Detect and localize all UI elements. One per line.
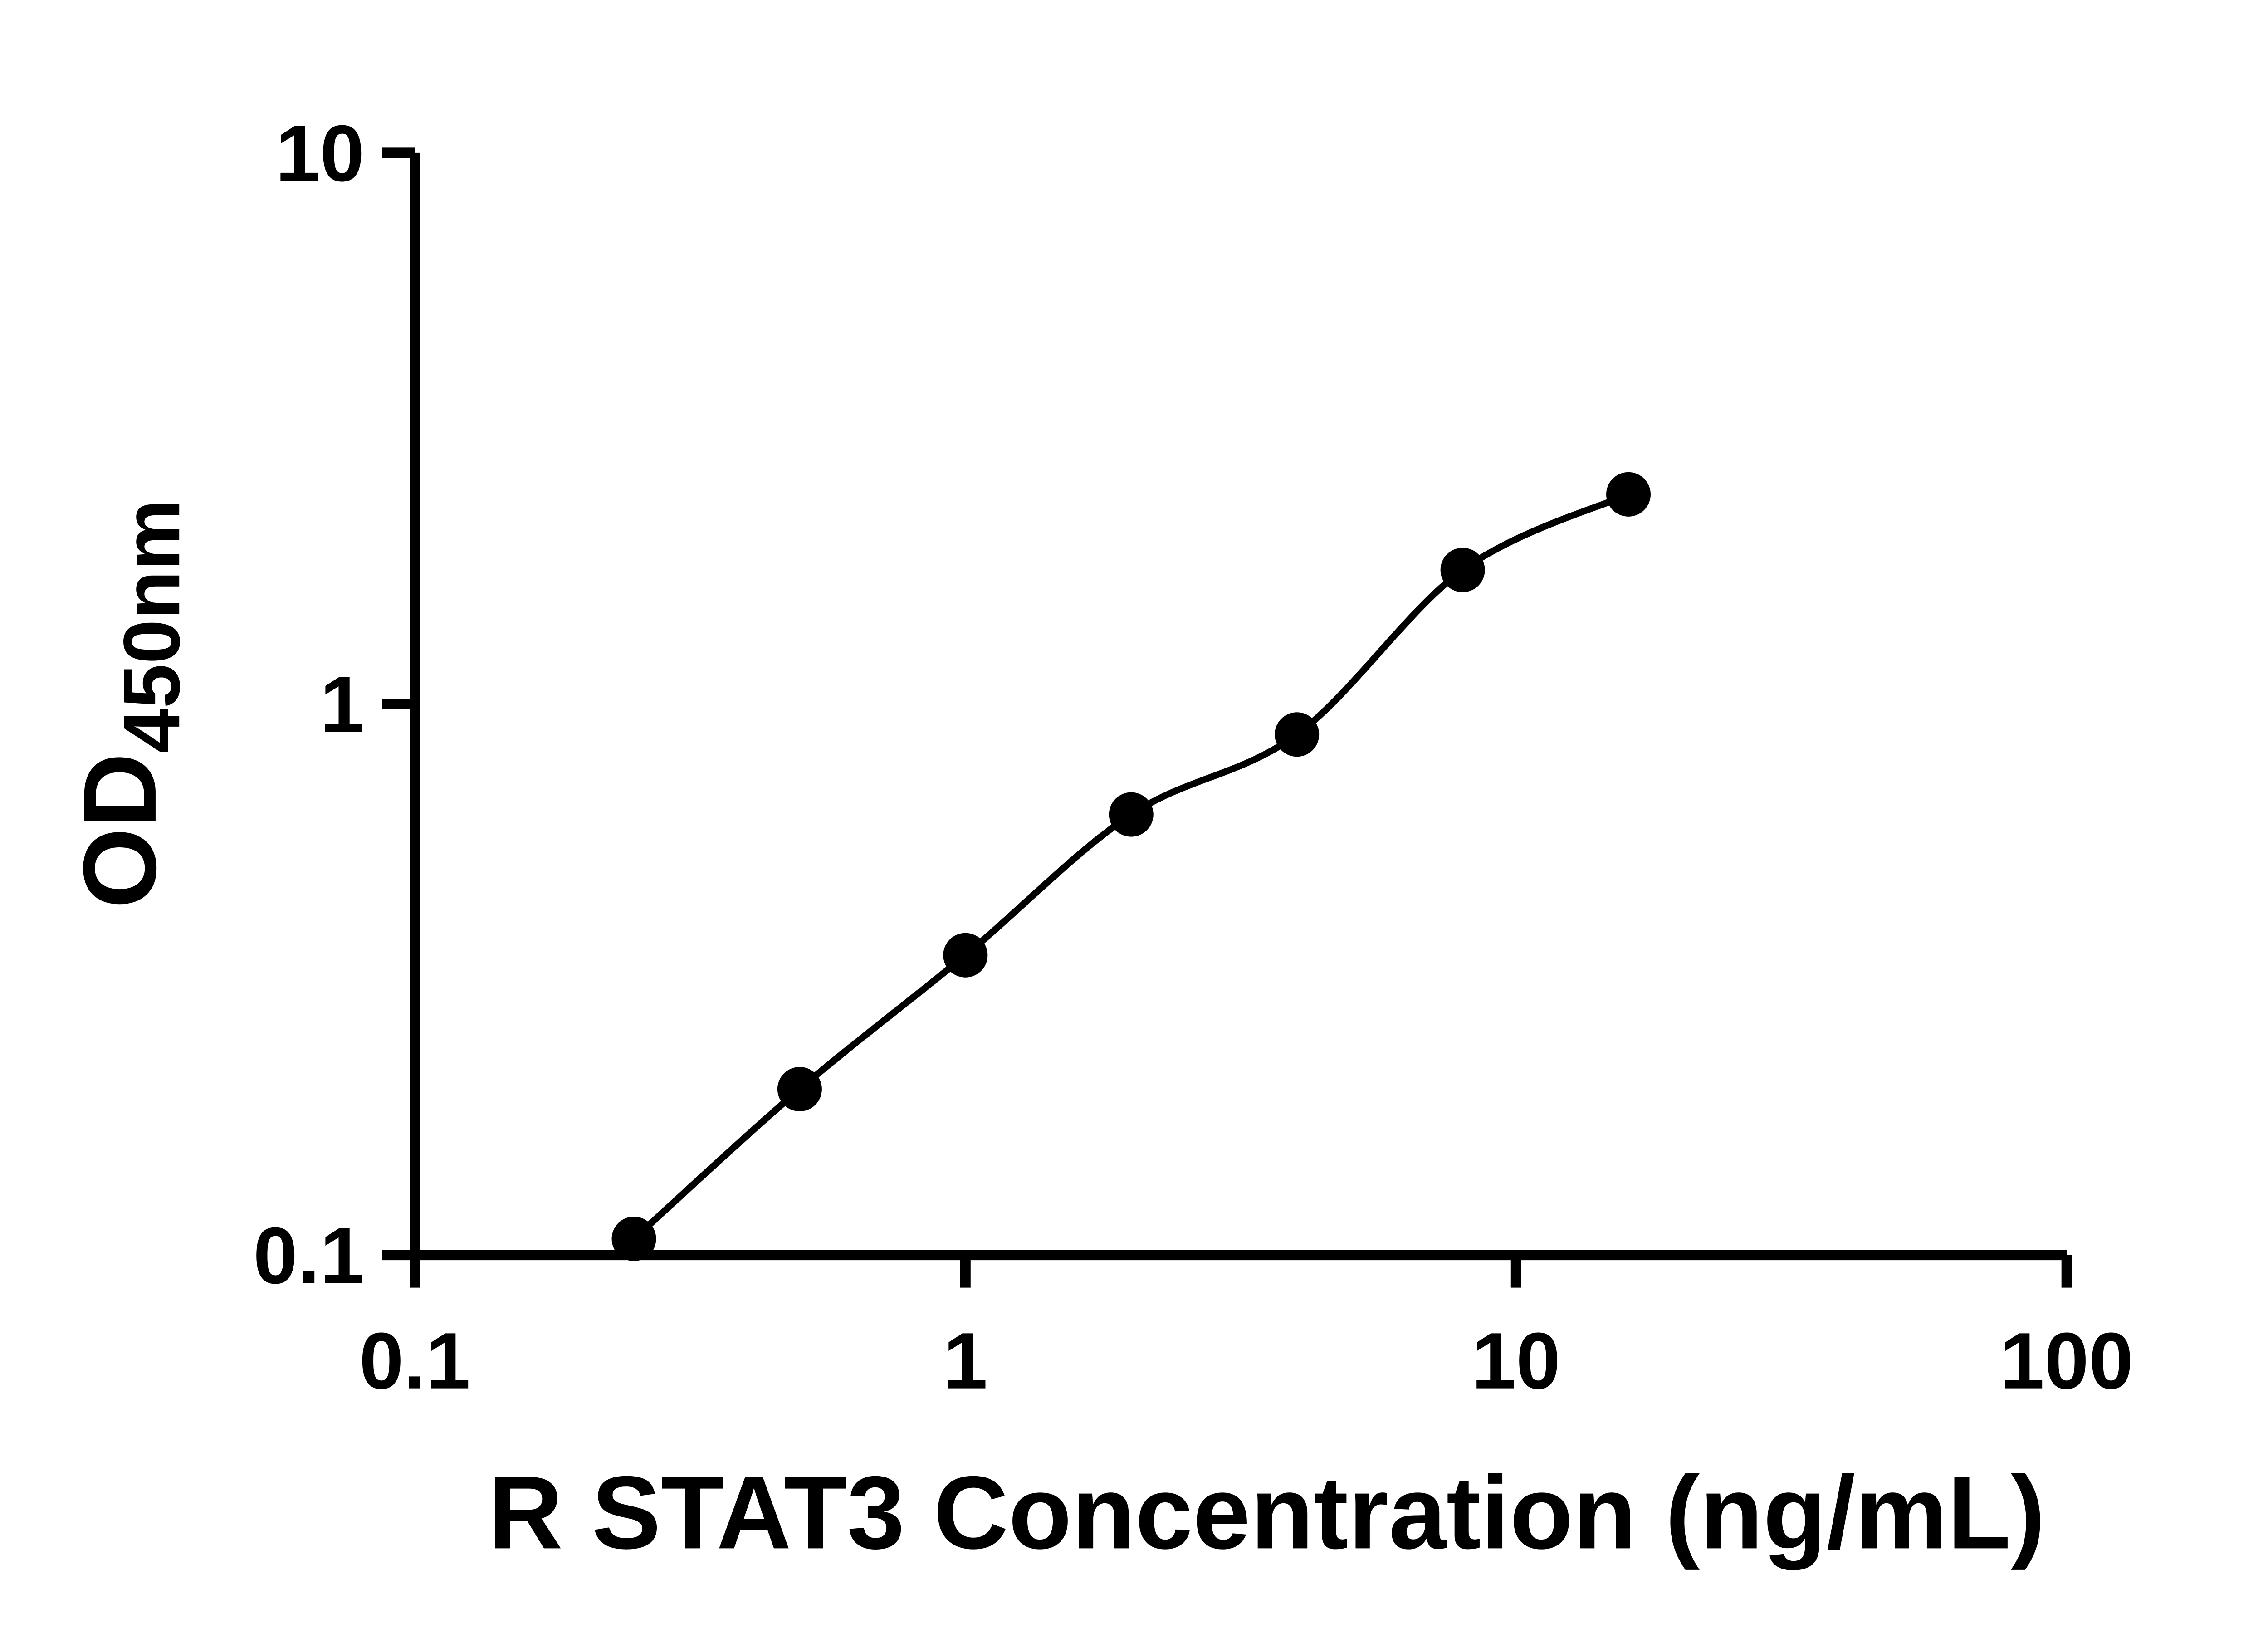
- data-point-marker: [1606, 472, 1651, 517]
- data-point-marker: [1275, 712, 1320, 757]
- tick-label-layer: 0.1 1 10 100 0.1 1 10: [253, 109, 2133, 1406]
- y-axis-title: OD450nm: [62, 499, 196, 909]
- y-axis-title-subscript: 450nm: [107, 499, 196, 753]
- y-tick-label: 1: [320, 660, 364, 749]
- x-tick-label: 100: [2000, 1316, 2133, 1406]
- data-point-marker: [943, 933, 988, 978]
- data-point-marker: [777, 1067, 822, 1112]
- data-point-marker: [611, 1217, 656, 1261]
- y-tick-label: 10: [275, 109, 364, 198]
- axes-layer: [382, 147, 2072, 1288]
- data-point-marker: [1109, 792, 1154, 837]
- x-tick-label: 1: [943, 1316, 987, 1406]
- y-tick-label: 0.1: [253, 1211, 364, 1301]
- x-tick-label: 10: [1471, 1316, 1560, 1406]
- x-tick-label: 0.1: [359, 1316, 470, 1406]
- marker-layer: [611, 472, 1651, 1261]
- data-point-marker: [1440, 548, 1485, 592]
- y-axis-title-main: OD: [62, 753, 178, 909]
- x-axis-title: R STAT3 Concentration (ng/mL): [488, 1455, 2045, 1570]
